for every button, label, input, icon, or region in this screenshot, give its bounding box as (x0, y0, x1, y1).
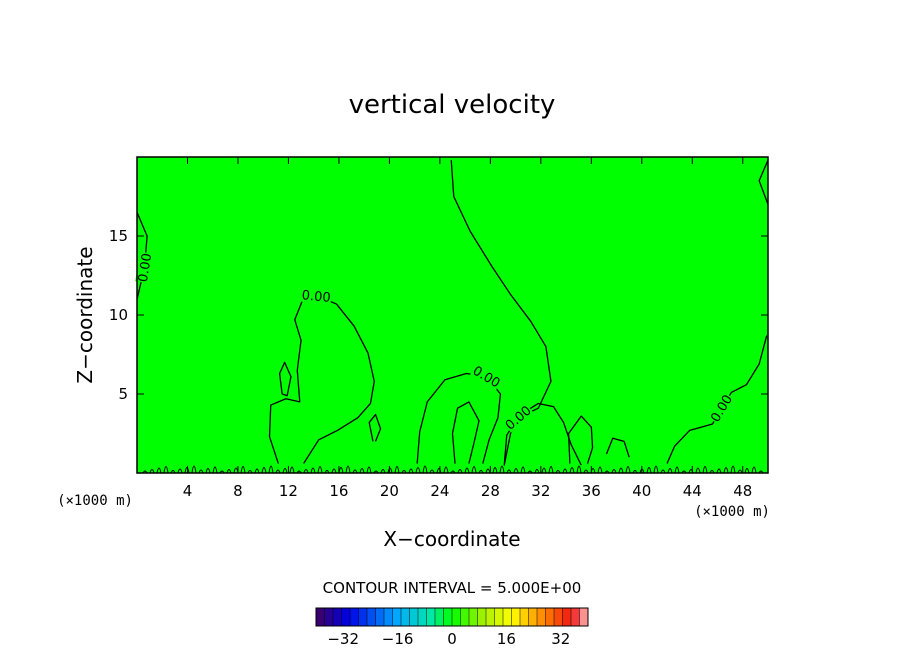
x-tick-label: 32 (531, 482, 550, 500)
contour-line (605, 437, 630, 458)
colorbar-segment (358, 608, 368, 626)
colorbar-segment (520, 608, 529, 626)
x-tick-label: 48 (733, 482, 752, 500)
contour-line (451, 401, 480, 464)
contour-label-bg (135, 251, 154, 284)
colorbar-frame (315, 607, 589, 627)
colorbar-segment (409, 608, 419, 626)
colorbar-tick-label: 16 (497, 630, 516, 648)
colorbar-segment (452, 608, 461, 626)
colorbar-tick-label: 32 (551, 630, 570, 648)
colorbar-segment (486, 608, 495, 626)
velocity-field (137, 157, 768, 473)
colorbar-segment (367, 608, 376, 626)
x-tick-label: 24 (430, 482, 449, 500)
colorbar-segment (494, 608, 504, 626)
colorbar-segment (375, 608, 385, 626)
colorbar-tick-label: −16 (382, 630, 414, 648)
colorbar-ticks: −32 −16 0 16 32 (327, 630, 570, 648)
colorbar-segment (562, 608, 572, 626)
y-axis-ticks: 5 10 15 (109, 227, 768, 403)
colorbar-segment (537, 608, 546, 626)
colorbar-segment (579, 608, 589, 626)
colorbar-segment (435, 608, 444, 626)
colorbar-segment (545, 608, 555, 626)
contour-interval-label: CONTOUR INTERVAL = 5.000E+00 (323, 579, 582, 597)
colorbar-segment (469, 608, 478, 626)
colorbar-segment (392, 608, 402, 626)
x-axis-ticks: 4 8 12 16 20 24 28 32 36 40 44 48 (183, 157, 752, 500)
colorbar-segment (528, 608, 538, 626)
colorbar-segment (401, 608, 410, 626)
x-axis-label: X−coordinate (383, 527, 520, 551)
colorbar-segment (503, 608, 512, 626)
colorbar-segment (316, 608, 325, 626)
contour-line (278, 361, 292, 397)
y-tick-label: 5 (118, 385, 128, 403)
x-tick-label: 20 (380, 482, 399, 500)
colorbar-segment (477, 608, 487, 626)
colorbar-segment (511, 608, 521, 626)
x-tick-label: 44 (683, 482, 702, 500)
x-tick-label: 16 (329, 482, 348, 500)
contour-line (758, 159, 769, 205)
colorbar-segment (384, 608, 393, 626)
colorbar-segment (426, 608, 436, 626)
contour-line (368, 413, 382, 442)
x-tick-label: 36 (582, 482, 601, 500)
contour-label: 0.00 (301, 288, 331, 306)
colorbar-segment (333, 608, 342, 626)
contour-label-bg (300, 287, 332, 305)
x-tick-label: 4 (183, 482, 193, 500)
contour-label-bg (707, 391, 736, 425)
colorbar-segment (571, 608, 580, 626)
contour-label-bg (502, 402, 535, 433)
x-axis-unit-left: (×1000 m) (57, 493, 133, 509)
contour-line (567, 415, 594, 464)
y-tick-label: 10 (109, 306, 128, 324)
surface-contours (142, 465, 764, 474)
colorbar-segment (324, 608, 334, 626)
chart-title: vertical velocity (349, 90, 556, 120)
x-tick-label: 40 (632, 482, 651, 500)
y-tick-label: 15 (109, 227, 128, 245)
contour-label: 0.00 (136, 252, 155, 283)
colorbar-segment (460, 608, 470, 626)
colorbar-segment (350, 608, 359, 626)
colorbar (315, 607, 589, 627)
x-axis-unit-right: (×1000 m) (694, 504, 770, 520)
colorbar-segment (418, 608, 427, 626)
x-tick-label: 28 (481, 482, 500, 500)
contour-label-bg (470, 362, 504, 391)
colorbar-tick-label: 0 (447, 630, 457, 648)
x-tick-label: 12 (279, 482, 298, 500)
colorbar-segment (341, 608, 351, 626)
colorbar-segment (443, 608, 453, 626)
colorbar-segment (554, 608, 563, 626)
x-tick-label: 8 (233, 482, 243, 500)
contour-line (136, 212, 148, 300)
colorbar-tick-label: −32 (327, 630, 359, 648)
y-axis-label: Z−coordinate (73, 246, 97, 383)
